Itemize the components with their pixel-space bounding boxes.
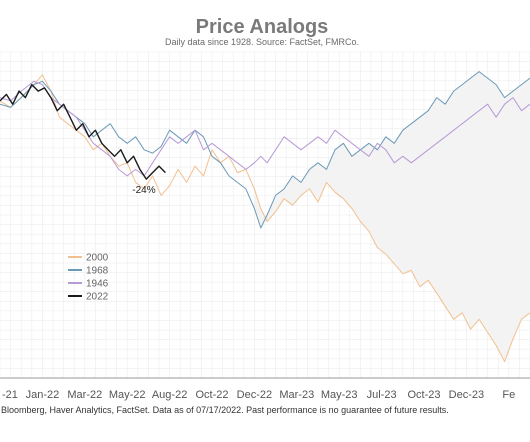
x-tick-label: Mar-22 [67,389,102,401]
chart-subtitle: Daily data since 1928. Source: FactSet, … [165,37,359,47]
series-line-2022 [0,83,166,180]
x-tick-label: May-23 [321,389,358,401]
x-tick-label: Jul-23 [367,389,397,401]
legend-label-2000: 2000 [86,253,109,264]
x-tick-label: Fe [502,389,515,401]
x-tick-label: May-22 [109,389,146,401]
series-line-1946 [0,80,530,177]
annotation-label: -24% [132,185,155,196]
series-line-2000 [0,74,530,363]
chart-title: Price Analogs [196,16,329,38]
analog-range-band [254,71,530,362]
legend-label-1968: 1968 [86,266,109,277]
series-line-1968 [0,71,530,229]
legend-label-2022: 2022 [86,292,109,303]
x-tick-label: Dec-23 [449,389,484,401]
x-tick-label: Dec-22 [237,389,272,401]
legend-label-1946: 1946 [86,279,109,290]
x-tick-label: Jan-22 [26,389,60,401]
x-tick-label: Mar-23 [279,389,314,401]
x-tick-label: Aug-22 [152,389,187,401]
x-tick-label: Oct-23 [407,389,440,401]
x-tick-label: Oct-22 [195,389,228,401]
chart-footer: Bloomberg, Haver Analytics, FactSet. Dat… [1,405,449,415]
plot-area: -24% -21 Jan-22 Mar-22 May-22 Aug-22 Oct-22 Dec… [0,51,530,401]
x-tick-label: -21 [2,389,18,401]
